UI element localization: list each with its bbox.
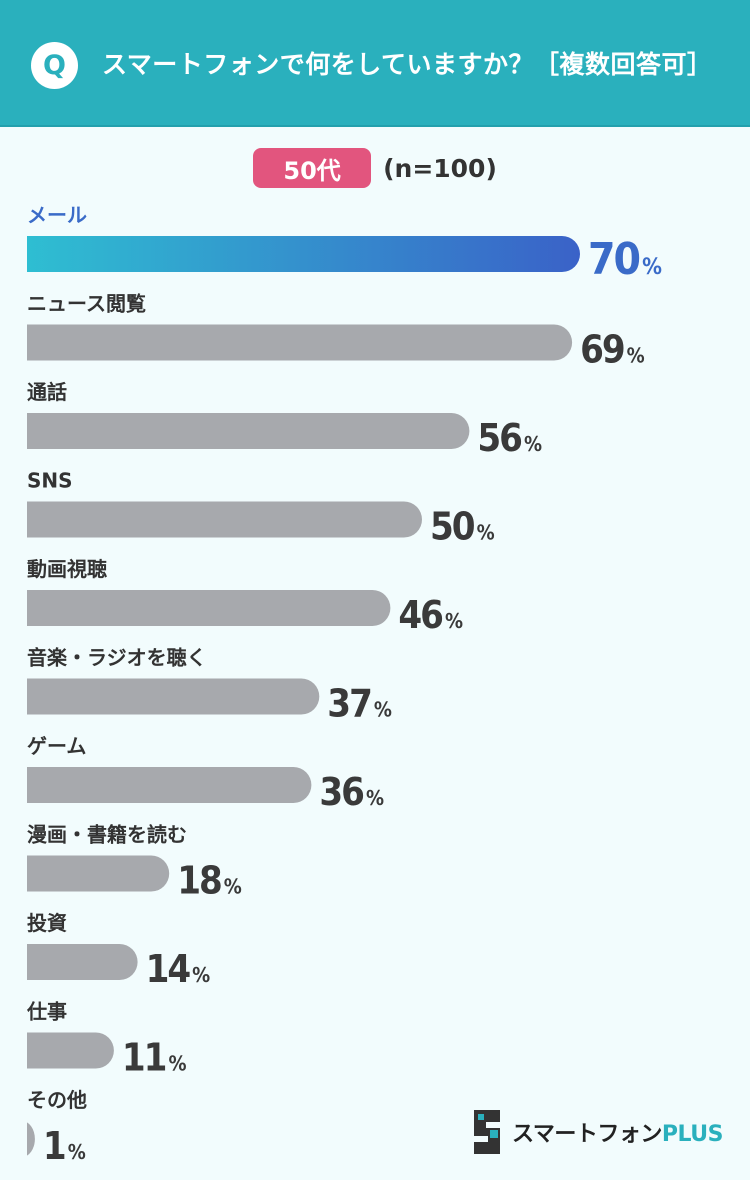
category-label: 投資	[27, 911, 67, 935]
bar	[27, 236, 580, 272]
bar	[27, 767, 312, 803]
value-label: 1%	[43, 1124, 86, 1168]
bar	[27, 944, 138, 980]
category-label: 動画視聴	[27, 557, 107, 581]
category-label: その他	[27, 1088, 87, 1112]
bar	[27, 678, 320, 715]
bar	[27, 590, 391, 626]
category-label: 漫画・書籍を読む	[27, 823, 187, 847]
brand-logo: スマートフォンPLUS	[470, 1108, 723, 1156]
category-label: 仕事	[26, 1000, 67, 1024]
category-label: SNS	[27, 469, 73, 493]
logo-icon	[474, 1110, 500, 1154]
question-text: スマートフォンで何をしていますか？［複数回答可］	[102, 50, 713, 79]
bar	[27, 1032, 114, 1069]
logo-text: スマートフォンPLUS	[512, 1116, 723, 1148]
value-label: 56%	[477, 416, 542, 460]
value-label: 70%	[588, 234, 662, 285]
bar	[27, 1122, 35, 1156]
category-label: ニュース閲覧	[27, 292, 146, 316]
value-label: 14%	[146, 947, 211, 991]
value-label: 69%	[580, 328, 645, 372]
value-label: 11%	[122, 1036, 187, 1080]
value-label: 50%	[430, 505, 495, 549]
logo-plus: PLUS	[661, 1122, 724, 1147]
group-row: 50代 (n=100)	[0, 148, 750, 188]
value-label: 46%	[398, 593, 463, 637]
bar	[27, 324, 573, 361]
category-label: 音楽・ラジオを聴く	[27, 646, 207, 670]
bar	[27, 413, 470, 449]
bar	[27, 855, 170, 892]
value-label: 18%	[177, 859, 242, 903]
header-banner: Q スマートフォンで何をしていますか？［複数回答可］	[0, 0, 750, 127]
question-badge: Q	[31, 42, 78, 89]
age-group-badge: 50代	[253, 148, 372, 188]
sample-size: (n=100)	[383, 153, 497, 183]
category-label: 通話	[27, 380, 67, 404]
value-label: 37%	[327, 682, 392, 726]
category-label: メール	[27, 203, 87, 227]
category-label: ゲーム	[27, 734, 86, 758]
bar	[27, 501, 422, 538]
logo-main: スマートフォン	[512, 1122, 662, 1147]
value-label: 36%	[319, 770, 384, 814]
